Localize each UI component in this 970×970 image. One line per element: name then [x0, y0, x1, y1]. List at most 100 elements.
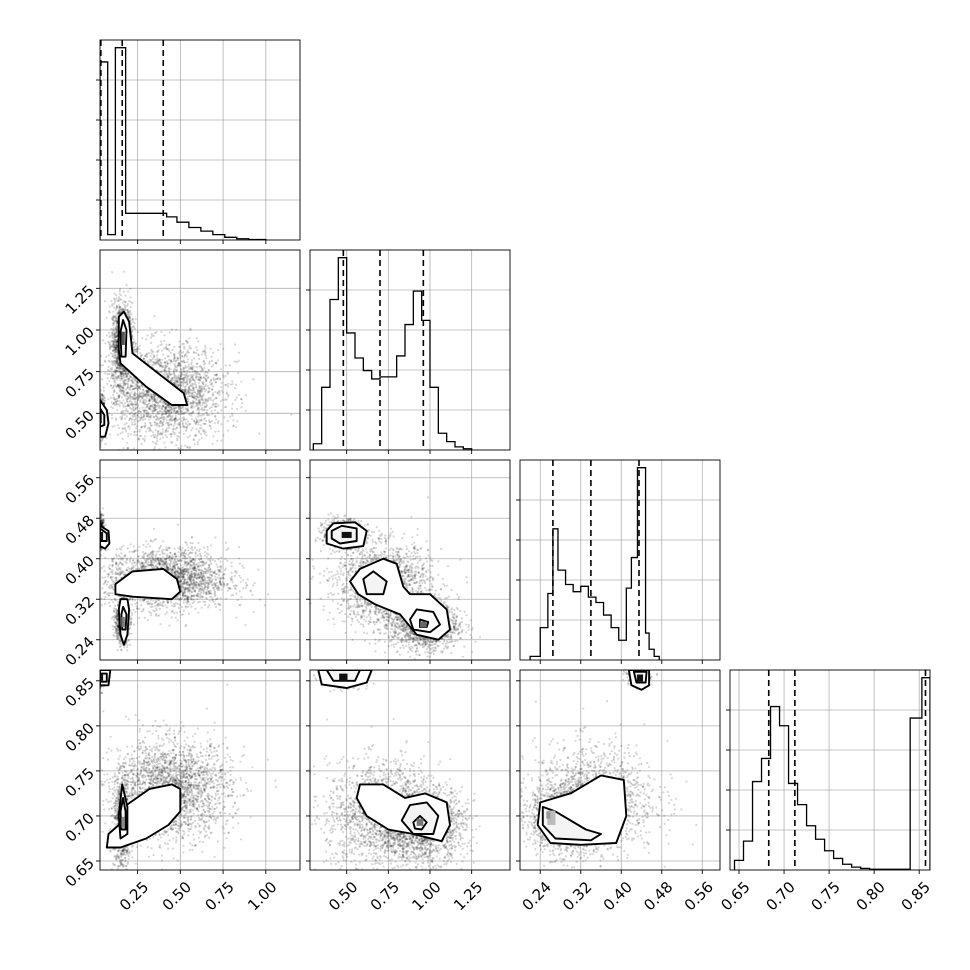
histogram-bar: [115, 48, 125, 240]
scatter-point: [127, 403, 130, 406]
scatter-point: [136, 393, 139, 396]
scatter-point: [108, 433, 112, 436]
grid-3-3: [730, 670, 930, 870]
scatter-point: [139, 395, 143, 398]
scatter-point: [153, 398, 156, 401]
scatter-point: [132, 405, 135, 408]
scatter-point: [161, 418, 165, 421]
histogram-bar: [646, 633, 650, 660]
scatter-point: [189, 367, 192, 370]
scatter-point: [193, 419, 196, 422]
scatter-point: [217, 420, 220, 423]
scatter-point: [139, 410, 142, 413]
scatter-point: [177, 407, 180, 410]
scatter-point: [115, 334, 118, 337]
scatter-point: [118, 367, 121, 370]
scatter-point: [126, 391, 129, 394]
scatter-point: [189, 389, 192, 392]
scatter-point: [194, 391, 197, 394]
scatter-point: [191, 382, 194, 385]
scatter-point: [252, 378, 255, 381]
scatter-point: [114, 349, 117, 352]
scatter-point: [183, 411, 186, 414]
scatter-point: [188, 385, 191, 389]
scatter-point: [97, 434, 99, 436]
histogram-bar: [611, 628, 619, 660]
scatter-point: [142, 357, 145, 361]
scatter-point: [133, 430, 136, 434]
scatter-point: [197, 378, 201, 381]
scatter-point: [132, 326, 136, 329]
scatter-point: [144, 393, 147, 396]
scatter-point: [169, 373, 172, 376]
scatter-point: [115, 349, 119, 352]
scatter-point: [200, 353, 203, 356]
scatter-point: [193, 379, 196, 382]
scatter-point: [148, 402, 151, 405]
scatter-point: [189, 379, 192, 382]
scatter-point: [152, 440, 155, 444]
scatter-point: [201, 389, 204, 392]
scatter-point: [119, 388, 122, 391]
scatter-point: [102, 518, 105, 521]
scatter-point: [155, 408, 158, 411]
scatter-point: [180, 371, 183, 374]
scatter-point: [161, 405, 165, 408]
scatter-point: [100, 513, 103, 516]
scatter-point: [192, 420, 195, 423]
scatter-point: [164, 369, 167, 372]
scatter-point: [172, 359, 176, 362]
scatter-point: [163, 374, 166, 377]
scatter-point: [111, 332, 114, 335]
scatter-point: [131, 423, 134, 426]
scatter-point: [119, 382, 122, 385]
scatter-point: [161, 436, 165, 439]
scatter-point: [185, 355, 188, 358]
scatter-point: [191, 411, 194, 414]
scatter-point: [162, 415, 166, 419]
scatter-point: [137, 396, 140, 399]
scatter-point: [116, 299, 119, 303]
scatter-point: [170, 406, 173, 410]
scatter-point: [208, 369, 211, 372]
scatter-point: [200, 414, 203, 417]
scatter-point: [115, 346, 118, 349]
scatter-point: [130, 411, 133, 414]
scatter-point: [201, 369, 204, 372]
histogram-step-1: [312, 257, 473, 450]
scatter-point: [192, 438, 195, 441]
scatter-point: [101, 393, 104, 396]
scatter-point: [111, 333, 114, 337]
scatter-point: [154, 409, 157, 412]
scatter-point: [173, 421, 177, 424]
scatter-point: [170, 379, 173, 382]
scatter-point: [204, 390, 207, 393]
scatter-point: [136, 398, 140, 401]
scatter-point: [190, 402, 193, 405]
scatter-point: [193, 401, 196, 404]
scatter-point: [110, 340, 113, 343]
scatter-point: [101, 393, 104, 396]
scatter-point: [166, 375, 169, 378]
scatter-point: [210, 382, 213, 385]
scatter-point: [126, 398, 129, 401]
scatter-point: [118, 394, 121, 397]
scatter-point: [115, 341, 118, 344]
scatter-point: [112, 319, 115, 322]
scatter-point: [196, 390, 199, 393]
scatter-point: [125, 430, 128, 433]
scatter-point: [150, 364, 153, 367]
scatter-point: [208, 420, 211, 423]
scatter-point: [119, 379, 122, 382]
scatter-point: [112, 338, 115, 341]
scatter-point: [151, 393, 154, 397]
scatter-point: [98, 409, 100, 411]
scatter-point: [154, 423, 157, 427]
scatter-point: [170, 411, 173, 414]
scatter-point: [118, 306, 121, 309]
scatter-point: [134, 345, 137, 348]
scatter-point: [197, 391, 200, 394]
scatter-point: [196, 375, 199, 378]
scatter-point: [112, 370, 115, 373]
scatter-point: [173, 422, 176, 426]
